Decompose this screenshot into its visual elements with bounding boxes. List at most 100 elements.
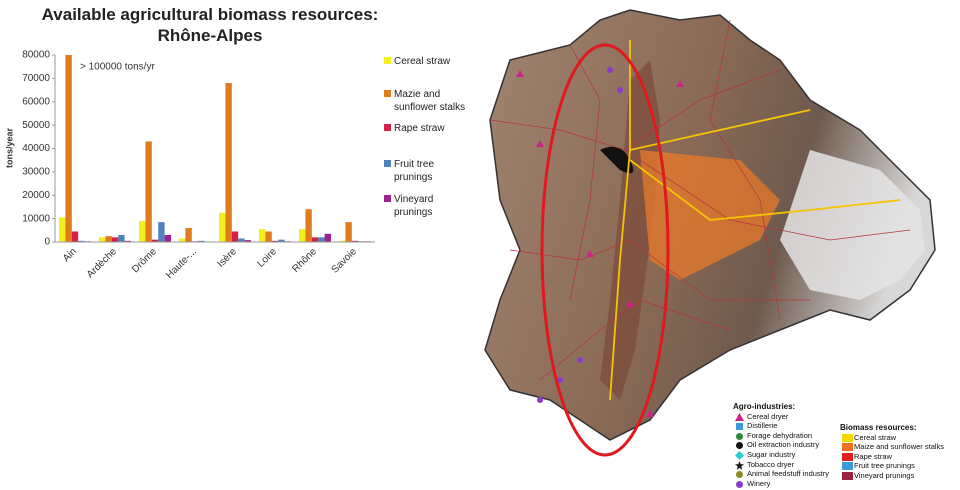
- bar: [339, 240, 346, 242]
- bar: [299, 229, 306, 242]
- cereal-dryers: [516, 70, 684, 417]
- agro-legend: Agro-industries: Cereal dryer Distilleri…: [733, 402, 838, 488]
- legend-label: Sugar industry: [747, 449, 796, 459]
- legend-label: Vineyard prunings: [394, 194, 434, 218]
- bar: [198, 240, 205, 242]
- legend-item: Cereal straw: [840, 433, 955, 443]
- bar: [185, 227, 192, 242]
- bar: [78, 240, 85, 242]
- legend-item: Fruit tree prunings: [384, 158, 470, 184]
- legend-label: Rape straw: [854, 451, 892, 461]
- legend-item: Animal feedstuff industry: [733, 469, 838, 479]
- y-tick-label: 70000: [22, 73, 50, 84]
- bar: [238, 238, 245, 242]
- legend-label: Forage dehydration: [747, 430, 813, 440]
- legend-item: Cereal straw: [384, 55, 470, 68]
- legend-label: Cereal straw: [854, 432, 897, 442]
- y-tick-label: 0: [44, 237, 50, 248]
- x-tick-label: Ardèche: [85, 246, 119, 280]
- bar: [158, 222, 165, 242]
- map: [484, 9, 936, 457]
- legend-item: Winery: [733, 479, 838, 489]
- legend-swatch: [384, 195, 391, 202]
- biomass-legend: Biomass resources: Cereal straw Maize an…: [840, 423, 955, 481]
- bar: [351, 240, 359, 242]
- highlight-ellipse: [540, 43, 670, 457]
- legend-item: Rape straw: [840, 452, 955, 462]
- roads: [489, 19, 911, 381]
- legend-label: Vineyard prunings: [854, 470, 915, 480]
- bar: [99, 237, 106, 242]
- chart: tons/year > 100000 tons/yr 0 10000 20000 30…: [4, 50, 375, 281]
- y-tick-label: 80000: [22, 50, 50, 61]
- legend-swatch: [384, 57, 391, 64]
- bar: [271, 240, 279, 242]
- x-tick-label: Savoie: [330, 246, 360, 276]
- bar: [118, 234, 125, 242]
- bar: [151, 239, 159, 242]
- legend-item: Vineyard prunings: [384, 193, 470, 219]
- bar: [311, 237, 319, 242]
- legend-item: Sugar industry: [733, 450, 838, 460]
- maize-area: [640, 150, 780, 280]
- y-tick-label: 40000: [22, 143, 50, 154]
- legend-title: Agro-industries:: [733, 402, 796, 411]
- legend-swatch: [384, 90, 391, 97]
- bar: [139, 220, 146, 242]
- y-tick-label: 30000: [22, 167, 50, 178]
- x-tick-label: Isère: [215, 246, 239, 270]
- legend-label: Distillerie: [747, 421, 778, 431]
- bar: [259, 229, 266, 242]
- legend-item: Tobacco dryer: [733, 460, 838, 470]
- bar: [71, 231, 79, 242]
- legend-label: Mazie and sunflower stalks: [394, 89, 466, 113]
- legend-item: Cereal dryer: [733, 412, 838, 422]
- legend-label: Oil extraction industry: [747, 440, 820, 450]
- bar: [225, 83, 232, 242]
- legend-item: Fruit tree prunings: [840, 461, 955, 471]
- bar: [124, 240, 131, 242]
- legend-swatch: [384, 160, 391, 167]
- x-tick-label: Ain: [61, 246, 79, 264]
- legend-label: Rape straw: [394, 123, 445, 134]
- legend-label: Winery: [747, 478, 771, 488]
- annotation: > 100000 tons/yr: [80, 62, 155, 73]
- bar: [179, 238, 186, 242]
- alpine-area: [780, 150, 925, 300]
- lyon: [600, 146, 634, 174]
- bar: [345, 222, 352, 242]
- legend-label: Fruit tree prunings: [394, 159, 435, 183]
- bar: [305, 209, 312, 242]
- bar: [231, 231, 239, 242]
- legend-item: Forage dehydration: [733, 431, 838, 441]
- legend-label: Tobacco dryer: [747, 459, 795, 469]
- legend-item: Vineyard prunings: [840, 471, 955, 481]
- wineries: [537, 67, 623, 403]
- y-tick-label: 20000: [22, 190, 50, 201]
- y-tick-label: 50000: [22, 120, 50, 131]
- bar: [59, 217, 66, 242]
- bar: [244, 240, 251, 242]
- x-tick-label: Rhône: [290, 246, 319, 275]
- bar: [164, 234, 171, 242]
- legend-item: Distillerie: [733, 421, 838, 431]
- bar: [318, 237, 325, 242]
- bar: [111, 237, 119, 242]
- legend-label: Maize and sunflower stalks: [854, 442, 945, 452]
- legend-item: Mazie and sunflower stalks: [384, 88, 470, 114]
- legend-swatch: [384, 124, 391, 131]
- legend-item: Maize and sunflower stalks: [840, 442, 955, 452]
- legend-label: Cereal dryer: [747, 411, 789, 421]
- legend-label: Cereal straw: [394, 56, 451, 67]
- y-axis-label: tons/year: [4, 128, 14, 169]
- bar: [324, 233, 331, 242]
- legend-item: Rape straw: [384, 122, 470, 135]
- bar: [145, 141, 152, 242]
- bar: [265, 231, 272, 242]
- bar: [65, 55, 72, 242]
- y-tick-label: 60000: [22, 96, 50, 107]
- bar: [278, 239, 285, 242]
- legend-title: Biomass resources:: [840, 423, 917, 432]
- legend-label: Animal feedstuff industry: [747, 469, 829, 479]
